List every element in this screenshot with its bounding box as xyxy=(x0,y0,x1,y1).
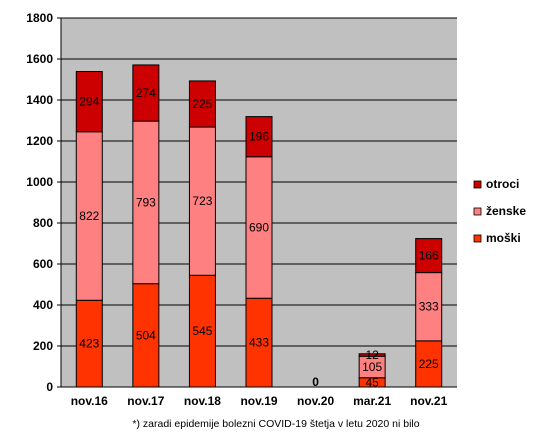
data-label: 333 xyxy=(419,300,439,314)
bar-segment-otroci xyxy=(75,71,103,133)
x-tick-label: nov.18 xyxy=(184,394,221,408)
legend-swatch xyxy=(473,180,482,189)
y-tick-label: 1000 xyxy=(26,175,53,189)
legend-swatch xyxy=(473,234,482,243)
bar-segment-moški xyxy=(245,297,273,388)
footnote: *) zaradi epidemije bolezni COVID-19 šte… xyxy=(132,418,419,430)
legend-label: otroci xyxy=(486,177,519,191)
bar-segment-otroci xyxy=(132,64,160,122)
data-label: 225 xyxy=(192,97,212,111)
x-tick-label: mar.21 xyxy=(353,394,391,408)
data-label: 274 xyxy=(136,86,156,100)
bar-segment-ženske xyxy=(245,156,273,299)
bar-segment-ženske xyxy=(415,272,443,342)
legend-label: moški xyxy=(486,231,521,245)
data-label: 545 xyxy=(192,324,212,338)
y-axis: 0 200 400 600 800 1000 1200 1400 1600 1800 xyxy=(26,11,62,394)
y-tick-label: 1200 xyxy=(26,134,53,148)
bar-segment-ženske xyxy=(188,126,216,276)
data-label: 822 xyxy=(79,209,99,223)
y-tick-label: 400 xyxy=(33,298,53,312)
bar-segment-ženske xyxy=(132,120,160,285)
data-label: 423 xyxy=(79,337,99,351)
y-tick-label: 1600 xyxy=(26,52,53,66)
bar-segment-moški xyxy=(75,299,103,388)
data-label: 105 xyxy=(362,360,382,374)
y-tick-label: 1400 xyxy=(26,93,53,107)
y-tick-label: 0 xyxy=(46,380,53,394)
y-tick-label: 600 xyxy=(33,257,53,271)
data-label: 225 xyxy=(419,357,439,371)
data-label-zero: 0 xyxy=(312,375,319,389)
bar-segment-otroci xyxy=(358,353,386,357)
x-tick-label: nov.20 xyxy=(297,394,334,408)
y-tick-label: 800 xyxy=(33,216,53,230)
data-label: 294 xyxy=(79,95,99,109)
data-label: 793 xyxy=(136,195,156,209)
data-label: 504 xyxy=(136,328,156,342)
legend: otroci ženske moški xyxy=(473,177,526,245)
data-label: 433 xyxy=(249,336,269,350)
data-label: 45 xyxy=(365,375,379,389)
x-tick-label: nov.16 xyxy=(71,394,108,408)
x-tick-label: nov.21 xyxy=(410,394,447,408)
legend-swatch xyxy=(473,207,482,216)
x-axis: nov.16 nov.17 nov.18 nov.19 nov.20 mar.21 nov.… xyxy=(61,386,457,408)
data-label: 690 xyxy=(249,221,269,235)
x-tick-label: nov.17 xyxy=(127,394,164,408)
data-label: 166 xyxy=(419,249,439,263)
y-tick-label: 200 xyxy=(33,339,53,353)
data-label: 12 xyxy=(365,348,379,362)
data-label: 723 xyxy=(192,194,212,208)
legend-label: ženske xyxy=(486,204,526,218)
x-tick-label: nov.19 xyxy=(240,394,277,408)
bar-segment-otroci xyxy=(245,116,273,158)
bar-segment-ženske xyxy=(75,131,103,301)
data-label: 196 xyxy=(249,130,269,144)
bar-segment-otroci xyxy=(415,238,443,274)
y-tick-label: 1800 xyxy=(26,11,53,25)
bar-segment-otroci xyxy=(188,80,216,128)
